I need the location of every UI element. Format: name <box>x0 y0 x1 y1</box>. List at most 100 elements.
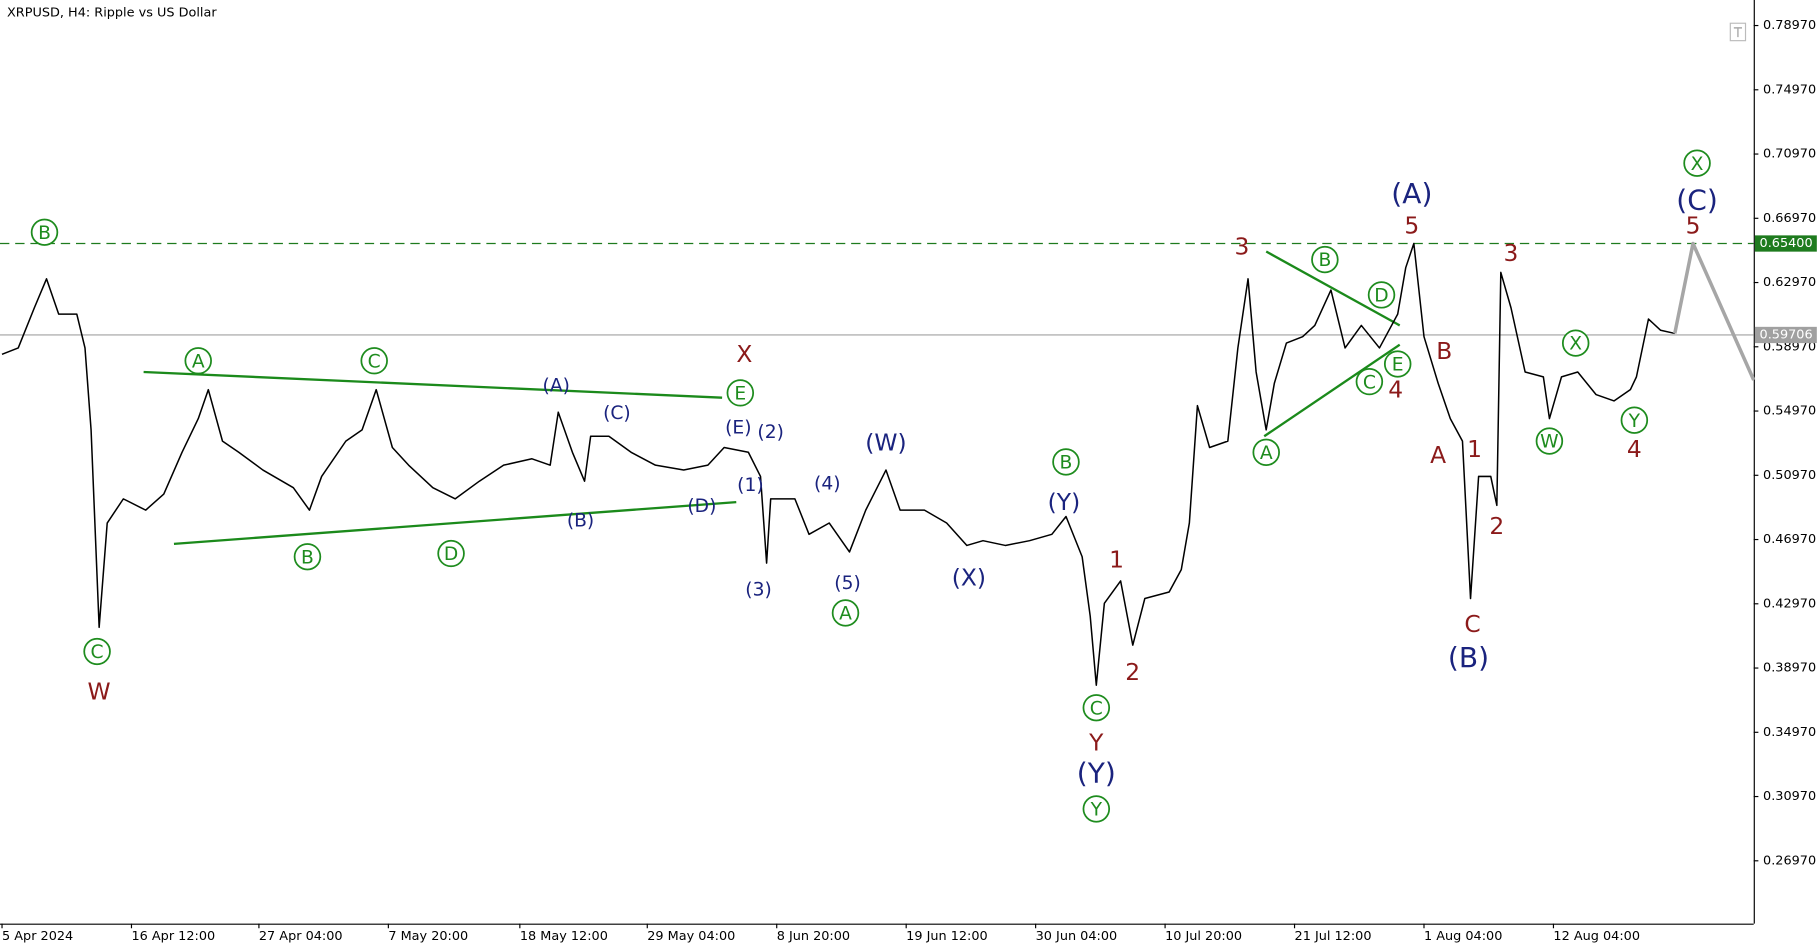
x-tick-label: 19 Jun 12:00 <box>906 929 988 944</box>
y-tick-label: 0.38970 <box>1763 661 1816 676</box>
wave-label: C <box>1363 372 1376 393</box>
annotation-circle <box>1535 427 1564 455</box>
wave-label: A <box>192 351 205 372</box>
wave-label: E <box>734 384 746 405</box>
price-level-label: 0.65400 <box>1760 236 1813 251</box>
wave-label: D <box>444 544 458 565</box>
annotation-circle <box>293 543 322 571</box>
annotation-circle <box>83 637 111 666</box>
wave-label: (2) <box>757 422 783 443</box>
trade-button-icon <box>1733 27 1743 38</box>
wave-label: Y <box>1628 411 1641 432</box>
price-level-box <box>1754 235 1817 252</box>
wave-label: B <box>301 547 314 568</box>
annotation-circle <box>1052 448 1080 476</box>
wave-label: 3 <box>1504 240 1519 267</box>
wave-label: A <box>839 604 852 625</box>
annotation-circle <box>1082 694 1111 722</box>
x-tick-label: 5 Apr 2024 <box>2 929 73 944</box>
y-tick-label: 0.26970 <box>1763 853 1816 868</box>
wave-label: 3 <box>1235 233 1250 260</box>
wave-label: 1 <box>1109 547 1124 574</box>
wave-label: 2 <box>1489 513 1504 540</box>
wave-label: (Y) <box>1077 757 1116 790</box>
annotation-circle <box>1367 281 1396 309</box>
x-tick-label: 16 Apr 12:00 <box>131 929 215 944</box>
y-tick-label: 0.50970 <box>1763 468 1816 483</box>
wave-label: (5) <box>834 573 860 594</box>
x-tick-label: 30 Jun 04:00 <box>1036 929 1118 944</box>
wave-label: C <box>91 642 104 663</box>
wave-label: (Y) <box>1048 489 1081 516</box>
wave-label: 4 <box>1627 436 1642 463</box>
annotation-circle <box>1355 367 1384 396</box>
wave-label: (D) <box>687 496 716 517</box>
x-tick-label: 29 May 04:00 <box>647 929 735 944</box>
annotation-circle <box>726 379 755 407</box>
y-tick-label: 0.34970 <box>1763 725 1816 740</box>
wave-label: (1) <box>737 475 763 496</box>
annotation-circle <box>360 347 388 375</box>
wave-label: (4) <box>814 474 840 495</box>
wave-label: B <box>1060 453 1073 474</box>
x-tick-label: 7 May 20:00 <box>388 929 468 944</box>
y-tick-label: 0.74970 <box>1763 82 1816 97</box>
trade-button[interactable] <box>1729 22 1747 42</box>
wave-label: C <box>1464 611 1480 638</box>
wave-label: B <box>38 223 51 244</box>
x-tick-label: 27 Apr 04:00 <box>259 929 343 944</box>
wave-label: B <box>1436 338 1452 365</box>
wave-label: X <box>736 341 752 368</box>
wave-label: (E) <box>725 417 751 438</box>
wave-label: 2 <box>1125 659 1140 686</box>
wave-label: (C) <box>1676 183 1717 216</box>
annotation-circle <box>1383 350 1412 378</box>
annotation-circle <box>831 599 860 627</box>
wave-label: C <box>1090 698 1103 719</box>
annotation-circle <box>1252 438 1280 466</box>
annotation-circle <box>1561 329 1590 357</box>
wave-label: X <box>1569 334 1582 355</box>
wave-label: 5 <box>1686 213 1701 240</box>
wave-label: (W) <box>865 429 906 456</box>
wave-label: (C) <box>603 403 631 424</box>
wave-label: W <box>88 678 111 705</box>
annotation-circle <box>1082 795 1111 823</box>
annotation-circle <box>184 347 212 375</box>
trend-line <box>1263 343 1401 438</box>
y-tick-label: 0.46970 <box>1763 532 1816 547</box>
annotation-circle <box>1620 406 1649 434</box>
price-level-label: 0.59706 <box>1760 327 1813 342</box>
wave-label: (A) <box>1391 177 1432 210</box>
annotation-circle <box>437 539 465 568</box>
wave-label: Y <box>1090 800 1103 821</box>
wave-label: (X) <box>952 564 986 591</box>
x-tick-label: 12 Aug 04:00 <box>1553 929 1640 944</box>
wave-label: X <box>1691 154 1704 175</box>
y-tick-label: 0.62970 <box>1763 275 1816 290</box>
wave-label: E <box>1392 355 1404 376</box>
annotation-circle <box>1683 149 1711 177</box>
wave-label: B <box>1318 250 1331 271</box>
x-tick-label: 18 May 12:00 <box>520 929 608 944</box>
wave-label: D <box>1374 286 1388 307</box>
y-tick-label: 0.66970 <box>1763 211 1816 226</box>
wave-label: A <box>1260 443 1273 464</box>
price-line <box>1 242 1675 686</box>
chart-title: XRPUSD, H4: Ripple vs US Dollar <box>7 5 217 20</box>
trend-line <box>1265 250 1401 327</box>
projection-line <box>1673 241 1756 381</box>
annotation-circle <box>30 218 59 246</box>
y-tick-label: 0.42970 <box>1763 596 1816 611</box>
wave-label: 4 <box>1388 376 1403 403</box>
wave-label: (B) <box>1448 641 1489 674</box>
y-tick-label: 0.30970 <box>1763 789 1816 804</box>
annotation-circle <box>1311 245 1339 274</box>
trend-line <box>143 370 723 399</box>
wave-label: A <box>1430 442 1446 469</box>
x-tick-label: 1 Aug 04:00 <box>1424 929 1502 944</box>
wave-label: (3) <box>745 580 771 601</box>
wave-label: 1 <box>1467 436 1482 463</box>
wave-label: C <box>368 351 381 372</box>
